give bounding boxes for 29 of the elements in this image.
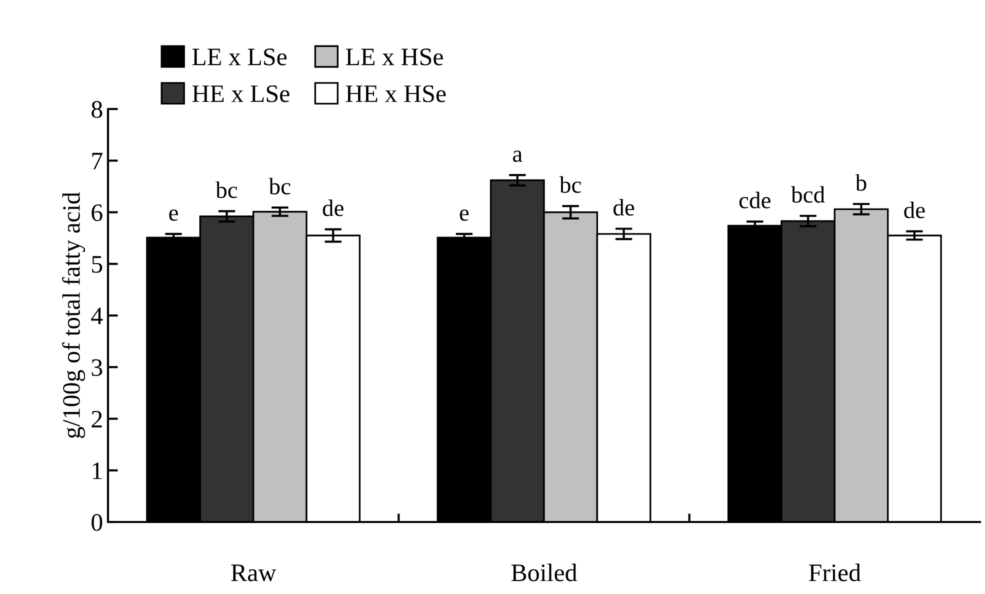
data-label: de: [322, 200, 344, 216]
data-label: a: [512, 150, 522, 162]
y-tick-label: 7: [92, 152, 102, 170]
y-tick-label: 0: [92, 514, 102, 531]
data-label: bc: [268, 178, 290, 194]
legend-label: HE x LSe: [192, 85, 290, 102]
y-tick-label: 5: [92, 256, 102, 273]
data-label: cde: [739, 192, 770, 208]
y-tick-label: 2: [92, 410, 102, 428]
data-label: de: [613, 199, 634, 216]
data-label: bc: [216, 181, 238, 198]
x-tick-label: Fried: [809, 564, 861, 582]
y-axis-title: g/100g of total fatty acid: [62, 192, 86, 438]
legend-label: LE x LSe: [192, 48, 287, 66]
data-label: bc: [559, 176, 582, 193]
y-tick-label: 1: [92, 462, 102, 480]
y-tick-label: 6: [92, 204, 102, 222]
data-label: e: [169, 209, 178, 221]
x-tick-label: Raw: [231, 564, 276, 582]
y-tick-label: 4: [91, 308, 103, 324]
y-tick-label: 3: [92, 359, 102, 376]
legend-label: HE x HSe: [346, 85, 446, 102]
y-tick-label: 8: [92, 101, 102, 118]
data-label: e: [460, 209, 469, 221]
legend-label: LE x HSe: [346, 48, 443, 66]
data-label: de: [904, 202, 925, 218]
x-tick-label: Boiled: [511, 564, 578, 582]
data-label: bcd: [791, 186, 825, 203]
data-label: b: [855, 174, 866, 191]
